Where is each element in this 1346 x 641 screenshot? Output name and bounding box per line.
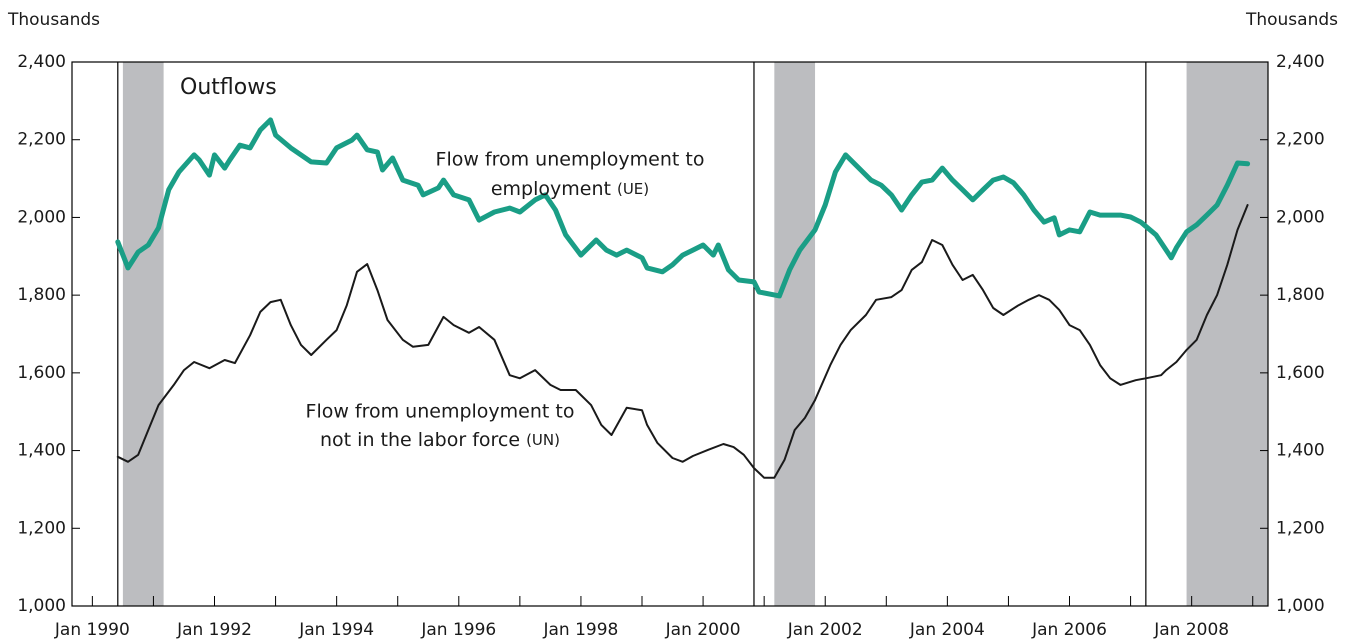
plot-frame [71,61,1269,607]
annotation-tag: (UN) [526,431,560,449]
y-tick-label: 1,200 [17,518,66,538]
recession-band [122,62,164,606]
y2-tick-label: 2,000 [1276,207,1325,227]
annotation: employment (UE) [491,178,649,200]
y-tick-label: 1,000 [17,596,66,616]
y-tick-label: 1,800 [17,285,66,305]
x-tick-label: Jan 1992 [176,620,252,640]
y2-tick-label: 1,000 [1276,596,1325,616]
y-tick-label: 2,200 [17,130,66,150]
annotation: Flow from unemployment to [306,401,575,423]
y2-tick-label: 2,400 [1276,52,1325,72]
y2-tick-label: 1,600 [1276,363,1325,383]
y2-tick-label: 1,400 [1276,441,1325,461]
y-tick-label: 2,000 [17,207,66,227]
x-tick-label: Jan 2000 [665,620,741,640]
y2-tick-label: 2,200 [1276,130,1325,150]
y2-tick-label: 1,200 [1276,518,1325,538]
x-tick-label: Jan 1994 [298,620,374,640]
annotation: not in the labor force (UN) [320,429,560,451]
x-tick-label: Jan 1998 [542,620,618,640]
annotation-tag: (UE) [617,180,649,198]
y2-tick-label: 1,800 [1276,285,1325,305]
y2-axis-label: Thousands [1245,10,1338,30]
annotation-line: not in the labor force [320,429,520,451]
x-tick-label: Jan 2006 [1031,620,1107,640]
x-tick-label: Jan 2002 [787,620,863,640]
y-tick-label: 1,400 [17,441,66,461]
x-tick-label: Jan 2008 [1153,620,1229,640]
series-line [115,117,1251,299]
annotation-line: employment [491,178,611,200]
y-tick-label: 1,600 [17,363,66,383]
annotation: Outflows [180,75,277,100]
series-line [116,204,1249,479]
y-axis-label: Thousands [7,10,100,30]
x-tick-label: Jan 2004 [909,620,985,640]
annotation: Flow from unemployment to [436,149,705,171]
y-tick-label: 2,400 [17,52,66,72]
recession-band [774,62,816,606]
x-tick-label: Jan 1990 [54,620,130,640]
x-tick-label: Jan 1996 [420,620,496,640]
